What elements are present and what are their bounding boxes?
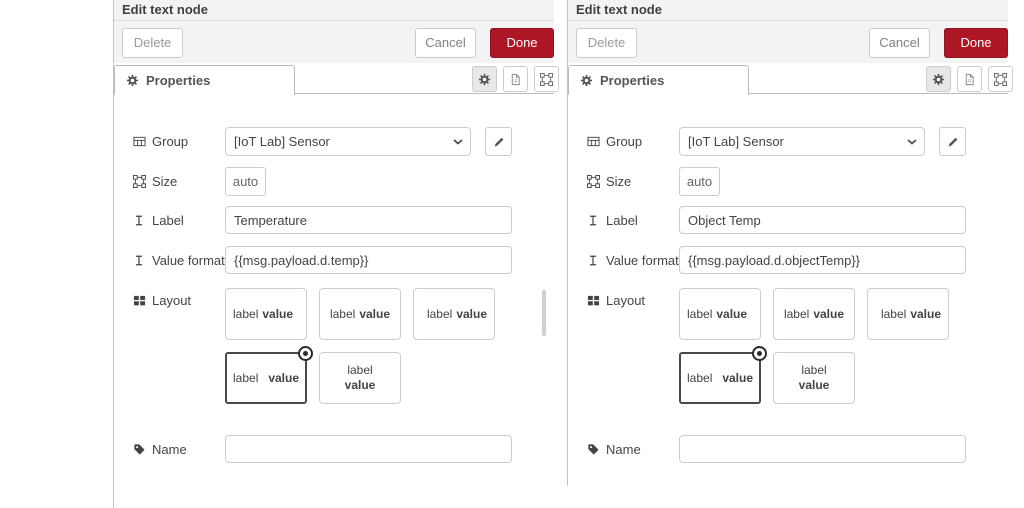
layout-option-row-left[interactable]: label value (679, 288, 761, 340)
label-field-label: Label (586, 206, 638, 235)
th-large-icon (586, 294, 600, 307)
text-height-icon (132, 214, 146, 227)
layout-option-row-spread[interactable]: label value (679, 346, 767, 404)
tab-bar: Properties (114, 63, 559, 95)
layout-option-row-right[interactable]: label value (867, 288, 949, 340)
size-field-label: Size (132, 167, 177, 196)
object-group-icon (994, 72, 1008, 86)
gear-icon (932, 73, 946, 86)
group-field-label: Group (132, 127, 188, 156)
layout-field-label: Layout (586, 290, 645, 310)
object-group-icon (132, 175, 146, 188)
delete-button[interactable]: Delete (122, 28, 183, 58)
name-input[interactable] (679, 435, 966, 463)
group-field-label: Group (586, 127, 642, 156)
table-icon (586, 135, 600, 148)
tab-properties[interactable]: Properties (568, 65, 749, 95)
label-input[interactable] (225, 206, 512, 234)
node-description-button[interactable] (503, 66, 528, 92)
label-input[interactable] (679, 206, 966, 234)
object-group-icon (586, 175, 600, 188)
name-input[interactable] (225, 435, 512, 463)
edit-dialog-left: Edit text node Delete Cancel Done Proper… (113, 0, 559, 508)
size-auto-button[interactable]: auto (679, 167, 720, 196)
edit-group-button[interactable] (939, 127, 966, 156)
pencil-icon (946, 136, 960, 148)
node-description-button[interactable] (957, 66, 982, 92)
cancel-button[interactable]: Cancel (415, 28, 476, 58)
gear-icon (125, 74, 139, 87)
tag-icon (132, 443, 146, 456)
layout-option-row-left[interactable]: label value (225, 288, 307, 340)
tag-icon (586, 443, 600, 456)
layout-option-row-center[interactable]: label value (319, 288, 401, 340)
layout-selected-radio[interactable] (298, 346, 313, 361)
name-field-label: Name (132, 435, 187, 464)
object-group-icon (540, 72, 554, 86)
delete-button[interactable]: Delete (576, 28, 637, 58)
edit-dialog-right: Edit text node Delete Cancel Done Proper… (567, 0, 1013, 486)
cancel-button[interactable]: Cancel (869, 28, 930, 58)
tab-toolbar-buttons (472, 66, 559, 92)
edit-group-button[interactable] (485, 127, 512, 156)
dialog-toolbar: Delete Cancel Done (568, 21, 1008, 63)
layout-option-row-right[interactable]: label value (413, 288, 495, 340)
node-properties-button[interactable] (926, 66, 951, 92)
done-button[interactable]: Done (944, 28, 1008, 58)
size-field-label: Size (586, 167, 631, 196)
layout-field-label: Layout (132, 290, 191, 310)
text-height-icon (586, 214, 600, 227)
tab-properties-label: Properties (146, 73, 211, 88)
value-format-field-label: Value format (132, 246, 225, 275)
pencil-icon (492, 136, 506, 148)
gear-icon (478, 73, 492, 86)
dialog-toolbar: Delete Cancel Done (114, 21, 554, 63)
size-auto-button[interactable]: auto (225, 167, 266, 196)
layout-option-column-center[interactable]: label value (773, 352, 855, 404)
tab-properties[interactable]: Properties (114, 65, 295, 95)
tab-properties-label: Properties (600, 73, 665, 88)
label-field-label: Label (132, 206, 184, 235)
node-appearance-button[interactable] (534, 66, 559, 92)
table-icon (132, 135, 146, 148)
tab-toolbar-buttons (926, 66, 1013, 92)
file-icon (963, 73, 977, 86)
text-height-icon (586, 254, 600, 267)
done-button[interactable]: Done (490, 28, 554, 58)
dialog-title: Edit text node (568, 0, 1008, 21)
group-select[interactable]: [IoT Lab] Sensor (225, 127, 471, 156)
layout-option-row-center[interactable]: label value (773, 288, 855, 340)
node-properties-button[interactable] (472, 66, 497, 92)
value-format-input[interactable] (225, 246, 512, 274)
tab-bar: Properties (568, 63, 1013, 95)
scrollbar-thumb[interactable] (542, 290, 546, 336)
layout-selected-radio[interactable] (752, 346, 767, 361)
name-field-label: Name (586, 435, 641, 464)
layout-option-column-center[interactable]: label value (319, 352, 401, 404)
gear-icon (579, 74, 593, 87)
layout-option-row-spread[interactable]: label value (225, 346, 313, 404)
value-format-input[interactable] (679, 246, 966, 274)
value-format-field-label: Value format (586, 246, 679, 275)
group-select[interactable]: [IoT Lab] Sensor (679, 127, 925, 156)
text-height-icon (132, 254, 146, 267)
file-icon (509, 73, 523, 86)
dialog-title: Edit text node (114, 0, 554, 21)
th-large-icon (132, 294, 146, 307)
node-appearance-button[interactable] (988, 66, 1013, 92)
